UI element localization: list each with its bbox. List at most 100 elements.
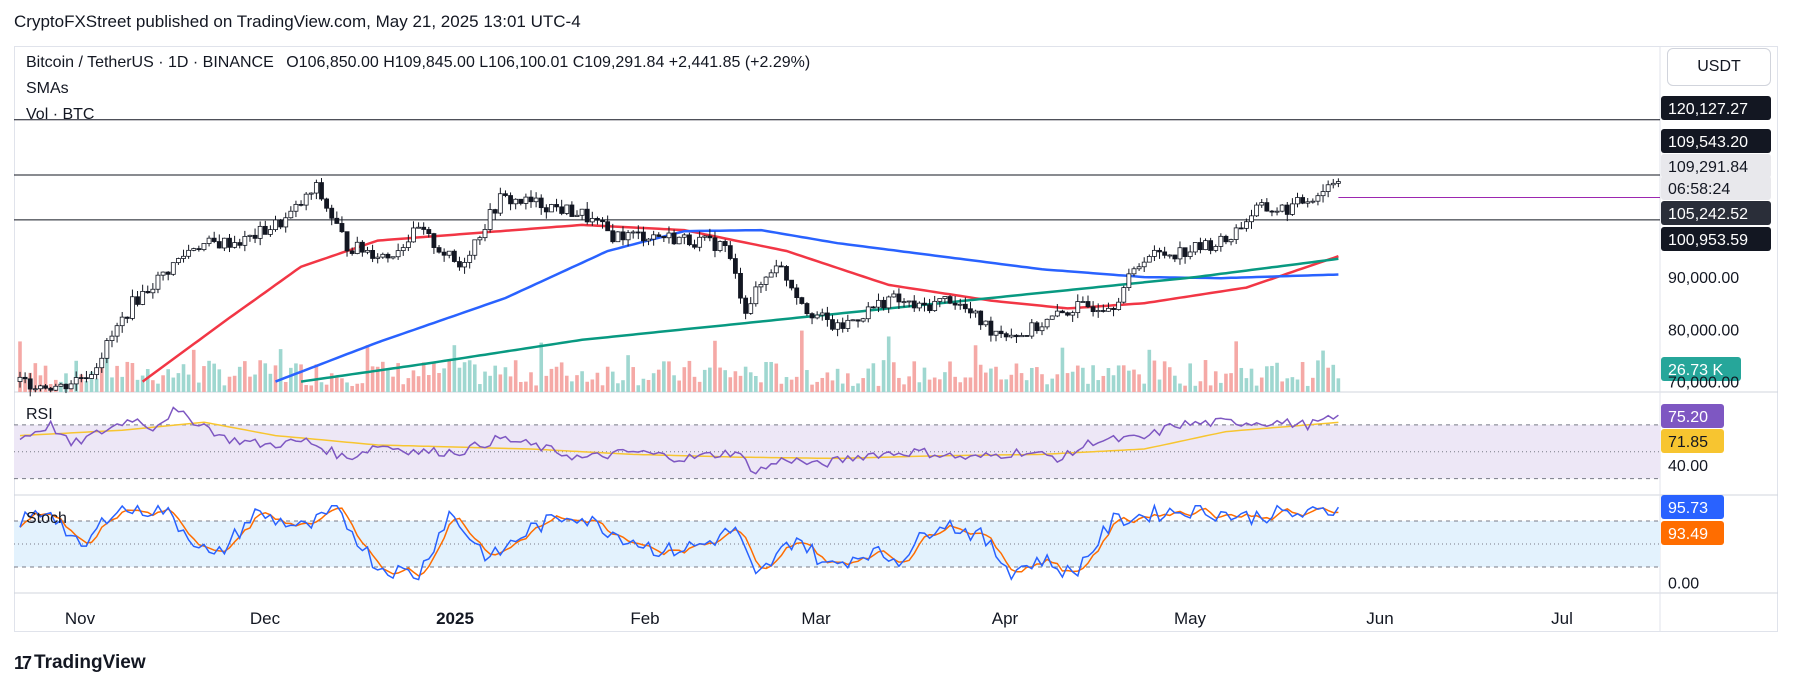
candle-body [625,232,631,241]
volume-bar [897,377,901,392]
candle-body [247,234,253,237]
candle-body [216,241,222,249]
candle-body [978,310,984,326]
volume-bar [549,368,554,392]
candle-body [426,229,432,235]
stoch-k-line [19,503,1340,581]
indicator-volume[interactable]: Vol · BTC [26,106,95,123]
candle-body [942,296,948,299]
volume-bar [989,368,993,392]
volume-bar [907,376,911,392]
candle-body [656,234,662,237]
candle-body [32,388,38,391]
volume-bar [1147,349,1152,392]
candle-body [1014,334,1019,338]
volume-bar [585,381,590,392]
candle-body [165,271,171,275]
volume-bar [917,382,922,392]
volume-bar [370,366,375,392]
volume-bar [1188,363,1192,392]
volume-bar [1101,375,1106,392]
volume-bar [1086,383,1090,392]
candle-body [763,276,769,285]
tradingview-logo: 17 TradingView [14,652,146,674]
candle-body [1075,301,1081,314]
candle-body [329,207,335,219]
candle-body [1106,307,1111,312]
volume-bar [263,363,268,392]
volume-bar [166,369,170,392]
candle-body [99,357,105,369]
volume-bar [1270,365,1274,392]
volume-bar [983,372,988,392]
volume-bar [1300,362,1305,392]
candle-body [845,319,851,329]
volume-bar [99,360,104,392]
candle-body [1126,273,1132,289]
symbol-name[interactable]: Bitcoin / TetherUS · 1D · BINANCE [26,54,274,71]
volume-bar [1070,371,1075,392]
volume-bar [672,375,676,392]
candle-body [313,182,319,194]
volume-bar [467,360,472,392]
candle-body [252,234,258,239]
volume-bar [1193,385,1198,392]
rsi-tick: 40.00 [1668,458,1708,475]
rsi-band [14,424,1660,479]
volume-bar [748,372,753,392]
candle-body [68,383,74,390]
candle-body [799,297,805,304]
candle-body [109,335,115,342]
x-axis-label: Dec [250,609,281,628]
candle-body [579,208,585,216]
volume-bar [1060,347,1065,392]
candle-body [354,241,360,254]
volume-bar [1331,364,1336,392]
candle-body [630,231,636,234]
volume-bar [1203,360,1208,392]
indicator-smas[interactable]: SMAs [26,80,69,97]
volume-bar [692,376,697,392]
volume-bar [1239,367,1244,392]
candle-body [1177,247,1183,260]
sma-200-line [300,257,1339,383]
volume-bar [64,373,68,392]
candle-body [1111,307,1116,310]
volume-bar [105,349,109,392]
price-label-text: 120,127.27 [1668,101,1748,118]
volume-bar [1142,383,1146,392]
volume-bar [871,363,876,392]
price-label: 109,543.20 [1661,129,1771,153]
candle-body [896,293,902,303]
candle-body [1024,335,1030,337]
volume-bar [1024,380,1029,392]
volume-bar [1183,385,1187,392]
volume-bar [978,364,983,392]
volume-bar [222,385,227,392]
volume-bar [335,376,339,392]
candle-body [743,297,749,314]
candle-body [27,378,33,390]
volume-bar [544,375,549,392]
volume-bar [779,383,784,392]
candle-body [283,217,289,228]
volume-bar [825,372,830,392]
candle-body [906,300,912,303]
candle-body [528,196,534,203]
volume-bar [1224,373,1228,392]
candle-body [1284,204,1290,215]
volume-bar [682,367,687,392]
candle-body [1233,227,1239,240]
volume-bar [529,372,533,392]
volume-bar [365,345,370,392]
currency-button[interactable]: USDT [1667,48,1771,86]
candle-body [201,243,207,251]
volume-bar [161,375,165,392]
volume-bar [575,375,579,392]
candle-body [308,192,314,195]
candle-body [451,250,457,262]
candle-body [38,385,43,390]
price-label-box [1661,201,1771,225]
volume-bar [396,363,400,392]
